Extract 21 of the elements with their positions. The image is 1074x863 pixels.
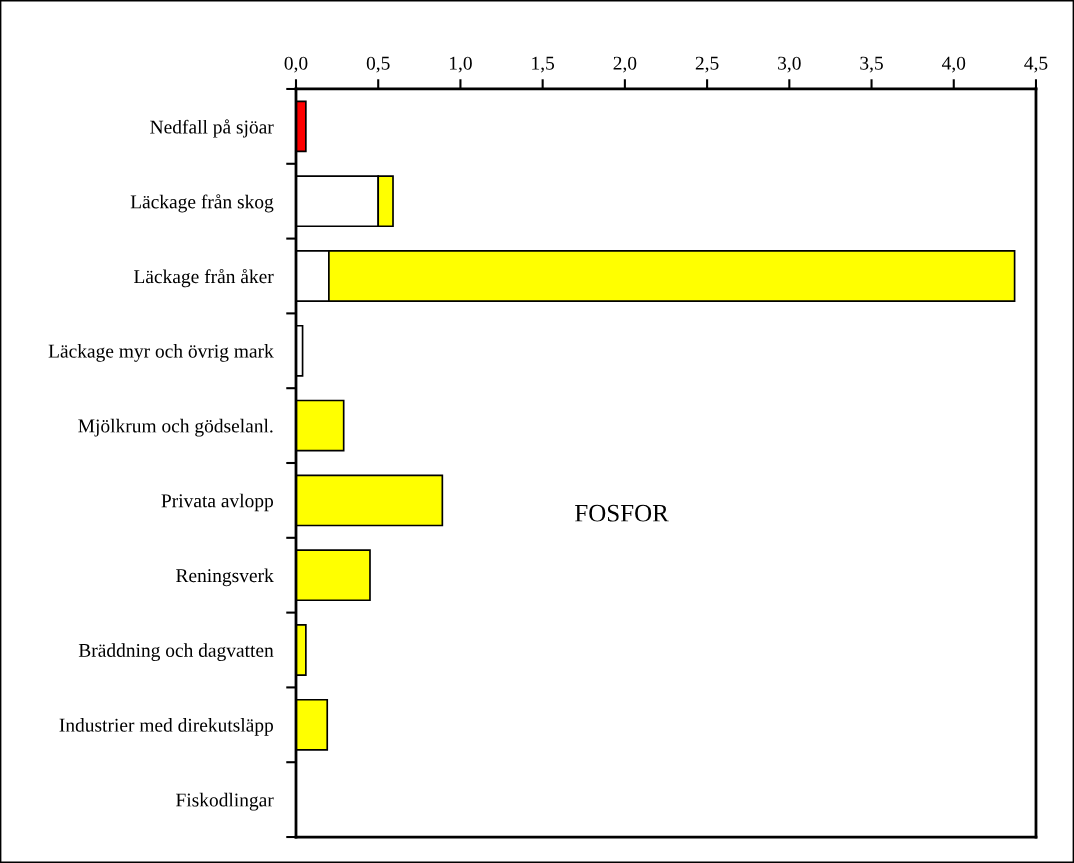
y-tick-label: Industrier med direkutsläpp	[59, 718, 274, 736]
y-tick-label: Mjölkrum och gödselanl.	[78, 418, 273, 437]
x-tick-label: 1,5	[532, 56, 555, 73]
x-tick-label: 2,5	[695, 56, 719, 73]
y-tick-label: Fiskodlingar	[176, 792, 274, 811]
y-tick-label: Reningsverk	[176, 568, 274, 587]
x-tick-label: 0,0	[284, 56, 308, 73]
annotation: FOSFOR	[575, 504, 669, 522]
y-tick-label: Bräddning och dagvatten	[78, 643, 274, 661]
x-tick-label: 3,0	[778, 56, 801, 73]
x-tick-label: 0,5	[366, 56, 390, 73]
y-tick-label: Läckage från åker	[134, 268, 274, 288]
x-tick-label: 2,0	[613, 56, 637, 73]
x-tick-label: 1,0	[449, 56, 472, 73]
x-tick-label: 4,5	[1024, 56, 1048, 73]
x-tick-label: 3,5	[860, 56, 883, 73]
x-tick-label: 4,0	[941, 56, 966, 73]
y-tick-label: Läckage myr och övrig mark	[48, 344, 274, 362]
y-tick-label: Privata avlopp	[161, 493, 274, 512]
y-tick-label: Nedfall på sjöar	[150, 119, 274, 138]
y-tick-label: Läckage från skog	[130, 194, 274, 213]
